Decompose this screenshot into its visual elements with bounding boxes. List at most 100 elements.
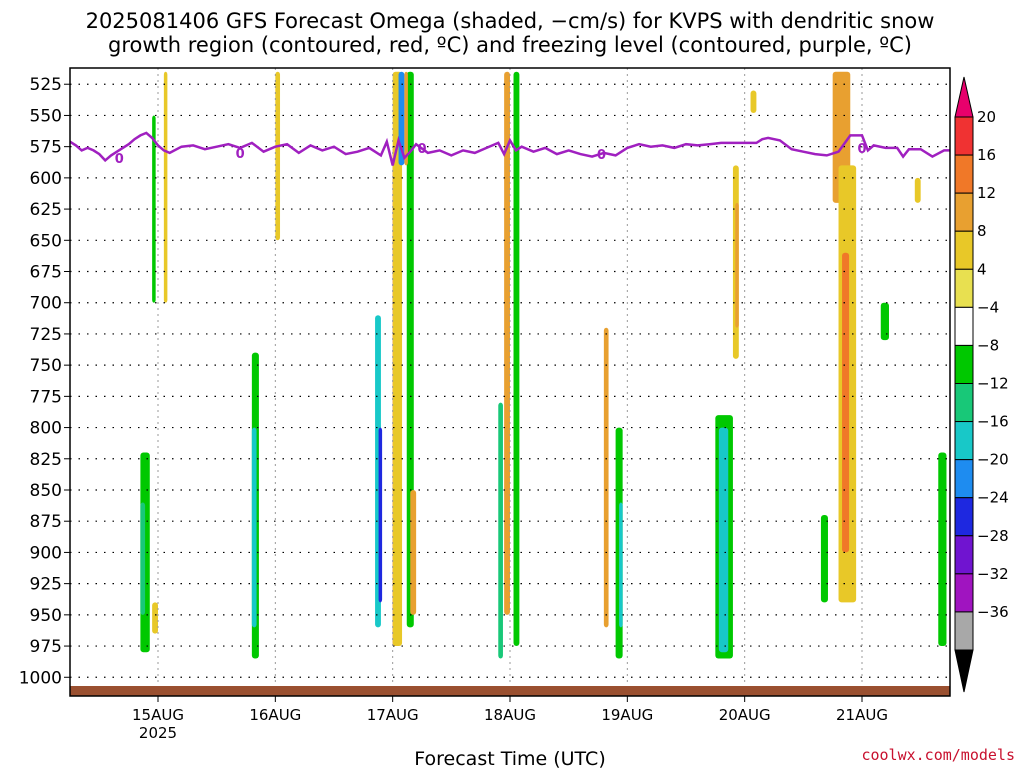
- omega-region-15: [603, 327, 609, 628]
- colorbar: 20 16 12 8 4 −4 −8 −12 −16 −20 −24 −28 −32 −36: [954, 76, 1009, 693]
- y-tick-label-975: 975: [30, 637, 62, 657]
- omega-region-1: [392, 71, 403, 647]
- freezing-level-label-2: 0: [417, 142, 426, 157]
- grid-layer: [70, 68, 950, 696]
- colorbar-top-arrow: [954, 76, 974, 118]
- y-tick-label-775: 775: [30, 387, 62, 407]
- colorbar-label-6: −8: [977, 336, 999, 354]
- y-tick-label-1000: 1000: [19, 668, 62, 688]
- omega-region-22: [842, 252, 850, 553]
- omega-region-2: [406, 71, 414, 628]
- ground-strip: [70, 686, 950, 696]
- colorbar-label-7: −12: [977, 375, 1009, 393]
- omega-region-27: [914, 177, 921, 203]
- freezing-level-label-4: 0: [857, 142, 866, 157]
- omega-region-29: [404, 71, 408, 166]
- omega-region-19: [735, 202, 739, 328]
- colorbar-label-5: −4: [977, 298, 999, 316]
- x-tick-label-17AUG: 17AUG: [367, 706, 419, 724]
- y-tick-label-725: 725: [30, 325, 62, 345]
- colorbar-box-11: [954, 535, 974, 575]
- colorbar-label-9: −20: [977, 451, 1009, 469]
- y-tick-label-650: 650: [30, 231, 62, 251]
- colorbar-box-4: [954, 268, 974, 308]
- omega-region-12: [275, 71, 281, 241]
- omega-region-5: [504, 71, 510, 615]
- colorbar-label-0: 20: [977, 108, 996, 126]
- omega-region-17: [718, 427, 729, 653]
- y-tick-label-825: 825: [30, 450, 62, 470]
- omega-region-14: [619, 502, 623, 628]
- y-tick-label-900: 900: [30, 543, 62, 563]
- x-tick-label-16AUG: 16AUG: [249, 706, 301, 724]
- freezing-level-labels: 0 0 0 0 0: [115, 142, 867, 167]
- omega-region-6: [513, 71, 520, 647]
- y-tick-label-675: 675: [30, 263, 62, 283]
- y-tick-label-600: 600: [30, 169, 62, 189]
- omega-region-11: [251, 427, 257, 628]
- omega-region-33: [152, 602, 158, 634]
- colorbar-box-3: [954, 230, 974, 270]
- chart-subtitle: growth region (contoured, red, ºC) and f…: [108, 33, 912, 57]
- colorbar-bottom-arrow: [954, 649, 974, 693]
- plot-area: 0 0 0 0 0: [69, 67, 951, 697]
- x-tick-sublabel-15AUG: 2025: [139, 724, 177, 742]
- y-tick-label-525: 525: [30, 75, 62, 95]
- y-tick-label-850: 850: [30, 481, 62, 501]
- colorbar-label-3: 8: [977, 222, 987, 240]
- colorbar-label-8: −16: [977, 413, 1009, 431]
- omega-region-24: [880, 302, 889, 341]
- x-tick-label-20AUG: 20AUG: [719, 706, 771, 724]
- omega-region-7: [498, 402, 503, 659]
- colorbar-box-9: [954, 459, 974, 499]
- colorbar-box-1: [954, 154, 974, 194]
- colorbar-box-2: [954, 192, 974, 232]
- colorbar-box-6: [954, 344, 974, 384]
- x-tick-label-19AUG: 19AUG: [601, 706, 653, 724]
- y-tick-label-925: 925: [30, 575, 62, 595]
- x-axis-label: Forecast Time (UTC): [414, 748, 605, 768]
- colorbar-box-13: [954, 611, 974, 651]
- colorbar-box-8: [954, 421, 974, 461]
- colorbar-label-10: −24: [977, 489, 1009, 507]
- omega-region-26: [750, 90, 757, 113]
- freezing-level-label-3: 0: [597, 148, 606, 163]
- y-tick-label-700: 700: [30, 294, 62, 314]
- y-tick-label-750: 750: [30, 356, 62, 376]
- colorbar-box-12: [954, 573, 974, 613]
- colorbar-label-2: 12: [977, 184, 996, 202]
- colorbar-box-0: [954, 116, 974, 156]
- omega-region-32: [163, 71, 168, 303]
- colorbar-box-5: [954, 306, 974, 346]
- y-tick-label-625: 625: [30, 200, 62, 220]
- colorbar-box-10: [954, 497, 974, 537]
- x-tick-label-21AUG: 21AUG: [836, 706, 888, 724]
- omega-region-25: [938, 452, 947, 647]
- omega-region-31: [152, 115, 156, 303]
- credit-text: coolwx.com/models: [861, 746, 1015, 764]
- x-tick-label-15AUG: 15AUG: [132, 706, 184, 724]
- colorbar-label-12: −32: [977, 565, 1009, 583]
- freezing-level-line: [69, 131, 950, 166]
- freezing-level-label-1: 0: [236, 147, 245, 162]
- colorbar-label-11: −28: [977, 527, 1009, 545]
- x-tick-label-18AUG: 18AUG: [484, 706, 536, 724]
- y-tick-label-950: 950: [30, 606, 62, 626]
- omega-region-9: [140, 502, 146, 615]
- y-tick-label-575: 575: [30, 138, 62, 158]
- colorbar-label-4: 4: [977, 260, 987, 278]
- y-axis-ticks: 525 550 575 600 625 650 675 700 725 750 775 800 825 8…: [19, 75, 70, 688]
- colorbar-label-1: 16: [977, 146, 996, 164]
- colorbar-label-13: −36: [977, 603, 1009, 621]
- omega-region-4: [378, 427, 383, 603]
- y-tick-label-550: 550: [30, 106, 62, 126]
- y-tick-label-875: 875: [30, 512, 62, 532]
- chart-title: 2025081406 GFS Forecast Omega (shaded, −…: [86, 9, 935, 33]
- omega-region-30: [410, 489, 417, 615]
- omega-shading-layer: [140, 71, 947, 659]
- colorbar-box-7: [954, 383, 974, 423]
- y-tick-label-800: 800: [30, 419, 62, 439]
- omega-region-23: [820, 514, 828, 603]
